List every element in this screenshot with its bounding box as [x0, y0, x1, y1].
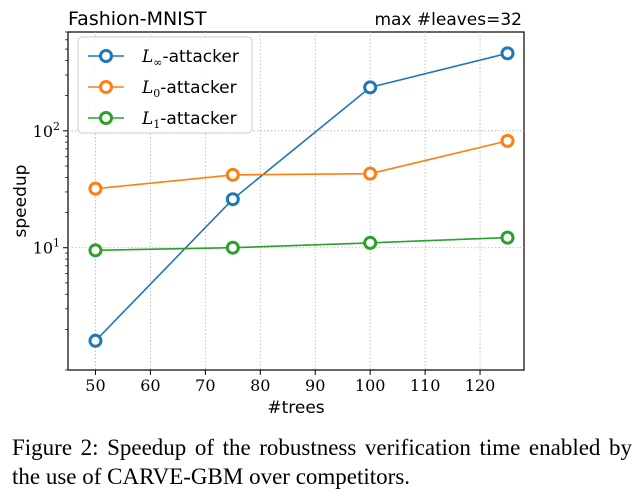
- speedup-chart: Fashion-MNIST max #leaves=32 50 60 70 80 90 1…: [11, 8, 525, 418]
- x-tick-label: 110: [410, 376, 441, 395]
- x-tick-label: 120: [465, 376, 496, 395]
- x-tick-label: 70: [195, 376, 215, 395]
- chart-annotation: max #leaves=32: [374, 10, 522, 30]
- y-tick-label: 101: [33, 237, 60, 258]
- data-point: [225, 192, 240, 207]
- x-axis-ticks: 50 60 70 80 90 100 110 120: [85, 370, 495, 395]
- legend-label: L∞-attacker: [141, 47, 239, 69]
- legend-marker: [99, 80, 113, 94]
- y-tick-label: 102: [33, 120, 60, 141]
- x-tick-label: 50: [85, 376, 105, 395]
- data-point: [363, 166, 378, 181]
- series-line-2: [95, 236, 508, 252]
- series-line-1: [95, 140, 508, 190]
- data-point: [88, 243, 103, 258]
- x-tick-label: 90: [305, 376, 325, 395]
- data-point: [500, 46, 515, 61]
- figure-caption: Figure 2: Speedup of the robustness veri…: [12, 435, 632, 489]
- series-layer: [88, 46, 515, 348]
- chart-title: Fashion-MNIST: [68, 8, 207, 30]
- series-line-0: [94, 52, 508, 342]
- x-axis-label: #trees: [267, 398, 324, 418]
- legend-frame: [77, 36, 253, 134]
- data-point: [88, 181, 103, 196]
- x-tick-label: 60: [140, 376, 160, 395]
- y-axis-label: speedup: [11, 165, 31, 238]
- data-point: [363, 235, 378, 250]
- x-tick-label: 80: [250, 376, 270, 395]
- legend-label: L1-attacker: [141, 109, 237, 131]
- legend-marker: [99, 49, 113, 63]
- legend: L∞-attacker L0-attacker L1-attacker: [77, 36, 253, 134]
- data-point: [500, 230, 515, 245]
- y-axis-ticks: 101 102: [33, 31, 68, 371]
- legend-marker: [99, 111, 113, 125]
- data-point: [88, 333, 103, 348]
- data-point: [225, 240, 240, 255]
- data-point: [225, 167, 240, 182]
- legend-label: L0-attacker: [141, 78, 237, 100]
- x-tick-label: 100: [355, 376, 386, 395]
- data-point: [363, 80, 378, 95]
- data-point: [500, 133, 515, 148]
